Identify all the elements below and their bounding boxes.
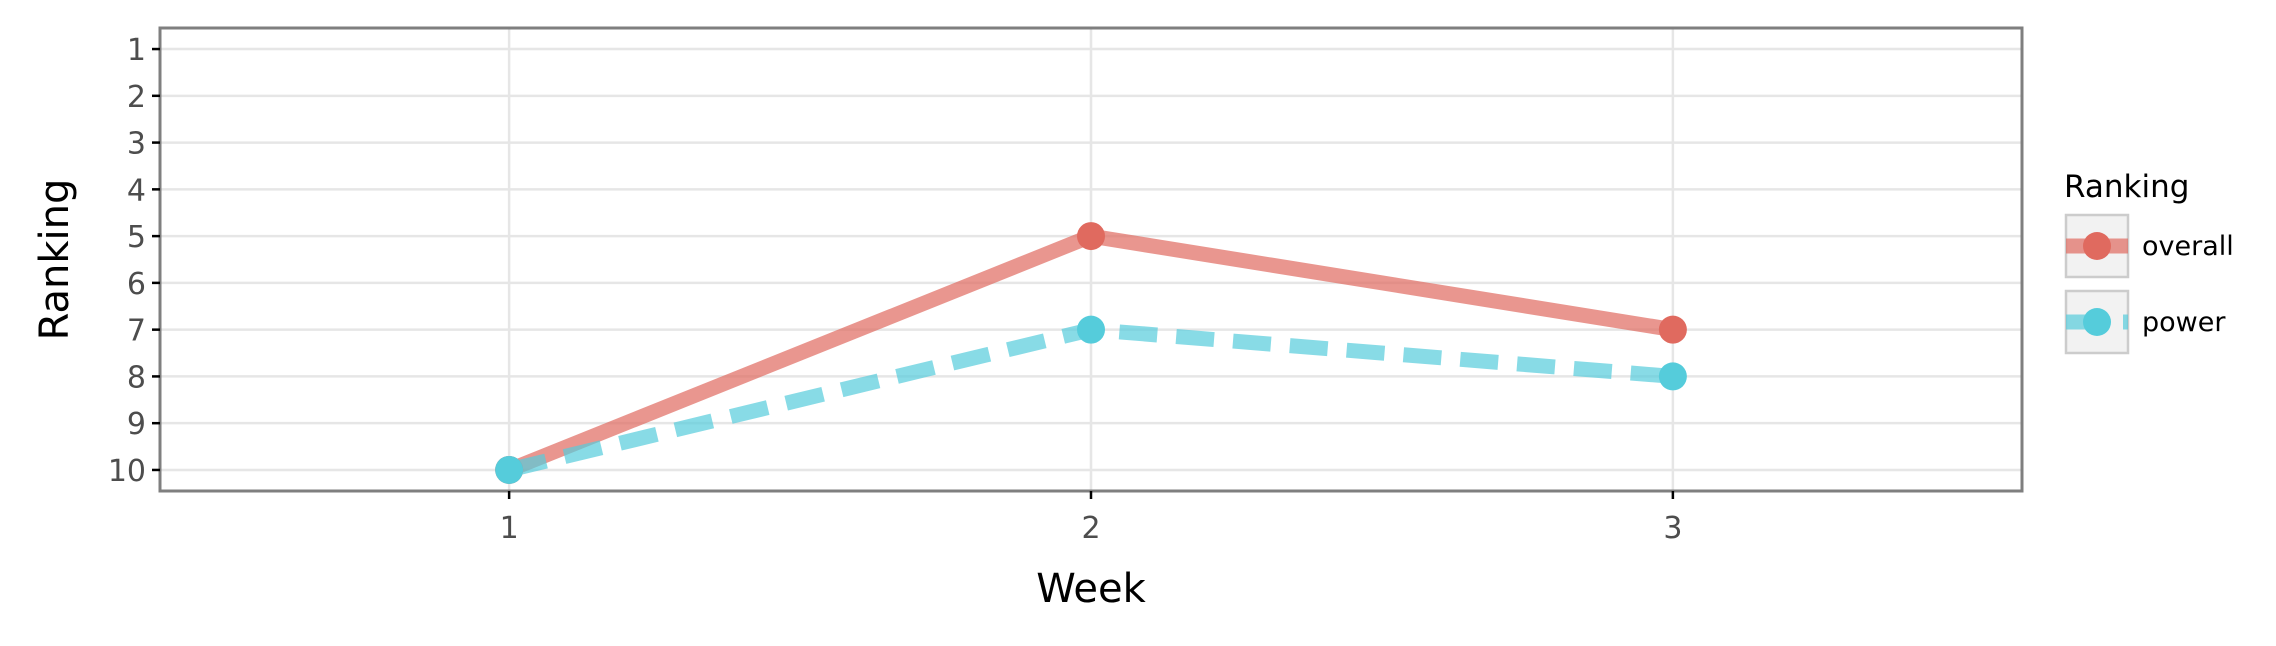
legend: Ranking overall power	[2064, 169, 2234, 355]
y-tick-label: 7	[127, 314, 146, 349]
data-point-power	[1658, 362, 1687, 391]
legend-item-overall: overall	[2064, 213, 2234, 279]
y-axis-title: Ranking	[32, 179, 78, 341]
data-point-power	[495, 455, 524, 484]
y-tick-label: 5	[127, 220, 146, 255]
y-tick-label: 8	[127, 360, 146, 395]
x-tick-label: 3	[1663, 511, 1682, 546]
x-tick-label: 1	[500, 511, 519, 546]
y-tick-label: 9	[127, 407, 146, 442]
data-point-overall	[1658, 315, 1687, 344]
legend-marker-overall	[2083, 232, 2111, 260]
grid	[160, 28, 2022, 491]
legend-label-power: power	[2142, 307, 2226, 338]
legend-item-power: power	[2064, 289, 2226, 355]
legend-marker-power	[2083, 308, 2111, 336]
y-tick-label: 1	[127, 33, 146, 68]
x-tick-label: 2	[1081, 511, 1100, 546]
series-layer	[495, 222, 1687, 484]
y-tick-label: 4	[127, 173, 146, 208]
y-tick-label: 2	[127, 80, 146, 115]
data-point-power	[1077, 315, 1105, 344]
y-tick-label: 6	[127, 267, 146, 302]
y-tick-label: 10	[108, 454, 146, 489]
legend-label-overall: overall	[2142, 231, 2234, 262]
data-point-overall	[1077, 222, 1105, 251]
y-tick-label: 3	[127, 127, 146, 162]
axes: 1 2 3 4 5 6 7 8 9 10 1 2 3	[108, 33, 1683, 546]
x-axis-title: Week	[1036, 566, 1146, 612]
legend-title: Ranking	[2064, 169, 2189, 205]
